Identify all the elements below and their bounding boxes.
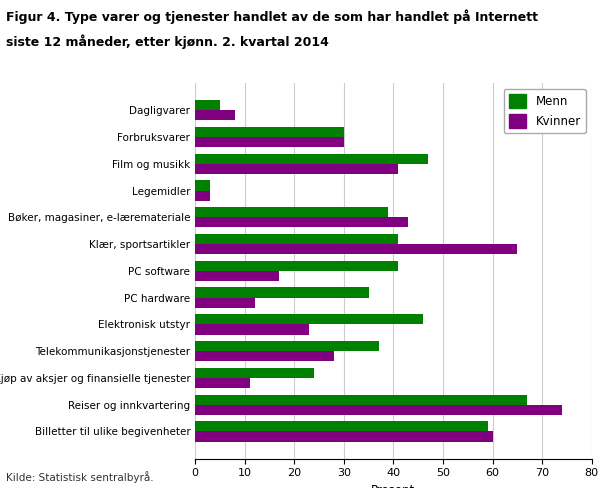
Bar: [195, 287, 368, 298]
Bar: [195, 127, 344, 137]
Bar: [195, 421, 487, 431]
Bar: [195, 164, 398, 174]
Text: Figur 4. Type varer og tjenester handlet av de som har handlet på Internett: Figur 4. Type varer og tjenester handlet…: [6, 10, 538, 24]
Bar: [195, 368, 314, 378]
Bar: [195, 298, 255, 308]
Bar: [195, 110, 235, 121]
Bar: [195, 100, 220, 110]
Bar: [195, 181, 210, 190]
Bar: [195, 190, 210, 201]
Legend: Menn, Kvinner: Menn, Kvinner: [504, 89, 586, 133]
Bar: [195, 378, 249, 388]
Bar: [195, 261, 398, 271]
Bar: [195, 271, 279, 281]
Bar: [195, 314, 423, 325]
Bar: [195, 431, 492, 442]
Bar: [195, 341, 379, 351]
Bar: [195, 351, 334, 361]
Bar: [195, 154, 428, 164]
Text: siste 12 måneder, etter kjønn. 2. kvartal 2014: siste 12 måneder, etter kjønn. 2. kvarta…: [6, 34, 329, 49]
Bar: [195, 217, 408, 227]
Bar: [195, 394, 527, 405]
Bar: [195, 325, 309, 335]
Bar: [195, 137, 344, 147]
Bar: [195, 244, 517, 254]
Text: Kilde: Statistisk sentralbyrå.: Kilde: Statistisk sentralbyrå.: [6, 471, 154, 483]
X-axis label: Prosent: Prosent: [371, 484, 415, 488]
Bar: [195, 207, 389, 217]
Bar: [195, 405, 562, 415]
Bar: [195, 234, 398, 244]
